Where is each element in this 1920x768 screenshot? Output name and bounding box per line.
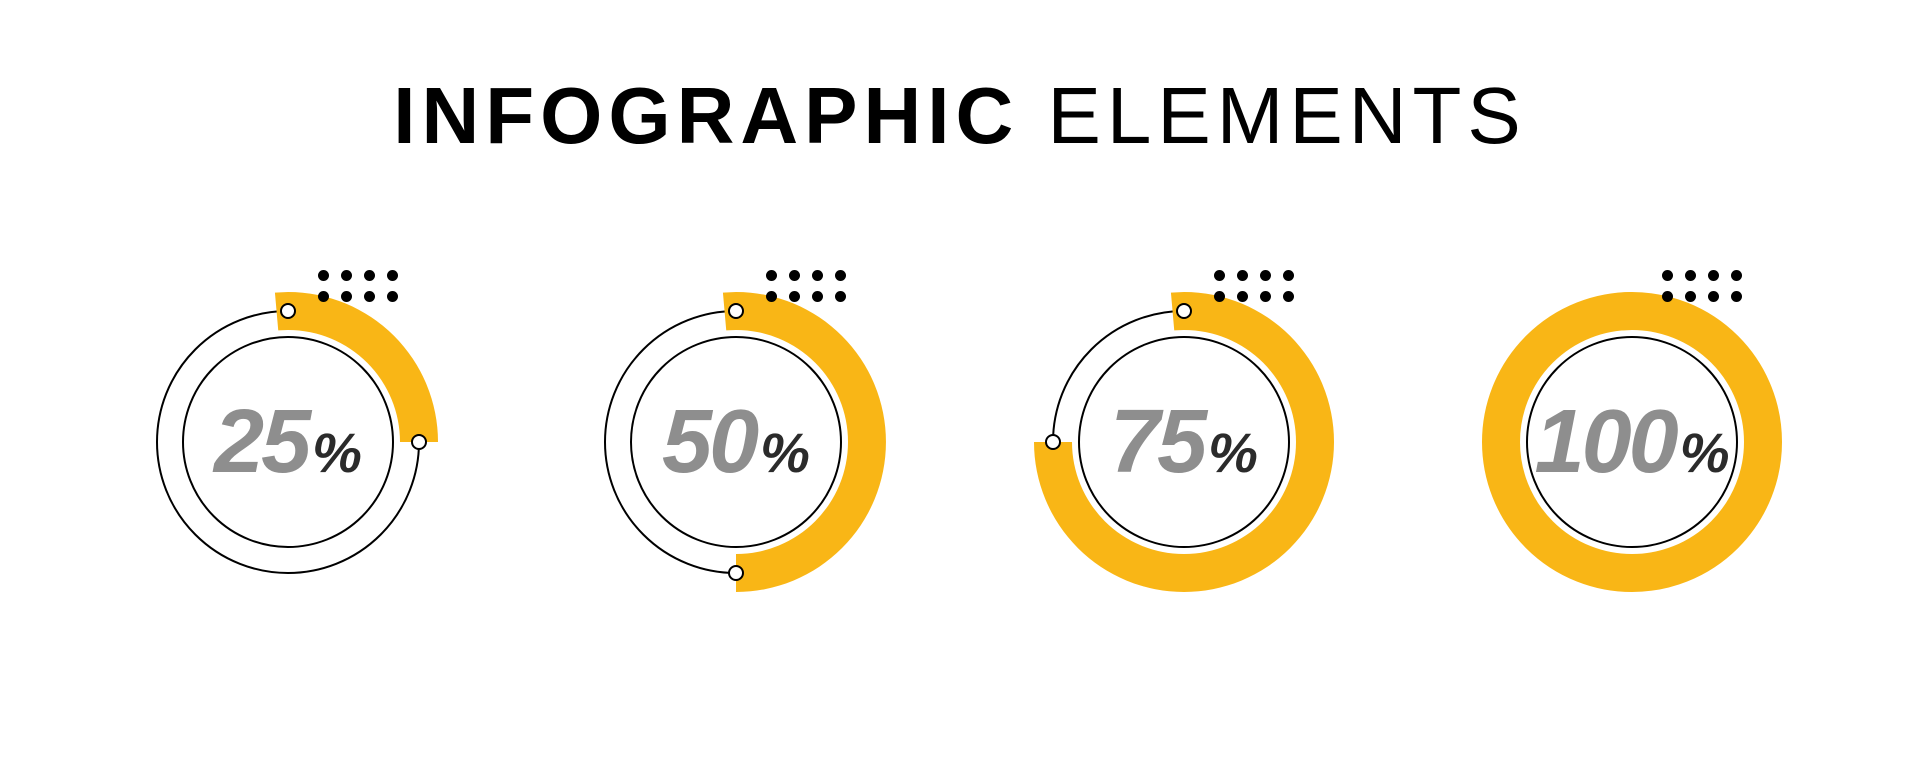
percentage-label: 50 % [576, 282, 896, 602]
percentage-number: 100 [1535, 391, 1676, 494]
percent-sign-icon: % [312, 420, 362, 485]
progress-ring-100: 100 % [1472, 282, 1792, 602]
percent-sign-icon: % [760, 420, 810, 485]
dot-grid-icon [766, 270, 846, 302]
percentage-label: 25 % [128, 282, 448, 602]
progress-ring-50: 50 % [576, 282, 896, 602]
title-thin: ELEMENTS [1019, 71, 1526, 160]
percentage-label: 100 % [1472, 282, 1792, 602]
percentage-number: 50 [662, 391, 756, 494]
percent-sign-icon: % [1680, 420, 1730, 485]
progress-ring-75: 75 % [1024, 282, 1344, 602]
percent-sign-icon: % [1208, 420, 1258, 485]
percentage-number: 25 [214, 391, 308, 494]
page-title: INFOGRAPHIC ELEMENTS [393, 70, 1526, 162]
percentage-number: 75 [1110, 391, 1204, 494]
dot-grid-icon [318, 270, 398, 302]
rings-row: 25 % 50 % 75 % 100 % [0, 282, 1920, 602]
dot-grid-icon [1662, 270, 1742, 302]
dot-grid-icon [1214, 270, 1294, 302]
progress-ring-25: 25 % [128, 282, 448, 602]
percentage-label: 75 % [1024, 282, 1344, 602]
title-bold: INFOGRAPHIC [393, 71, 1019, 160]
